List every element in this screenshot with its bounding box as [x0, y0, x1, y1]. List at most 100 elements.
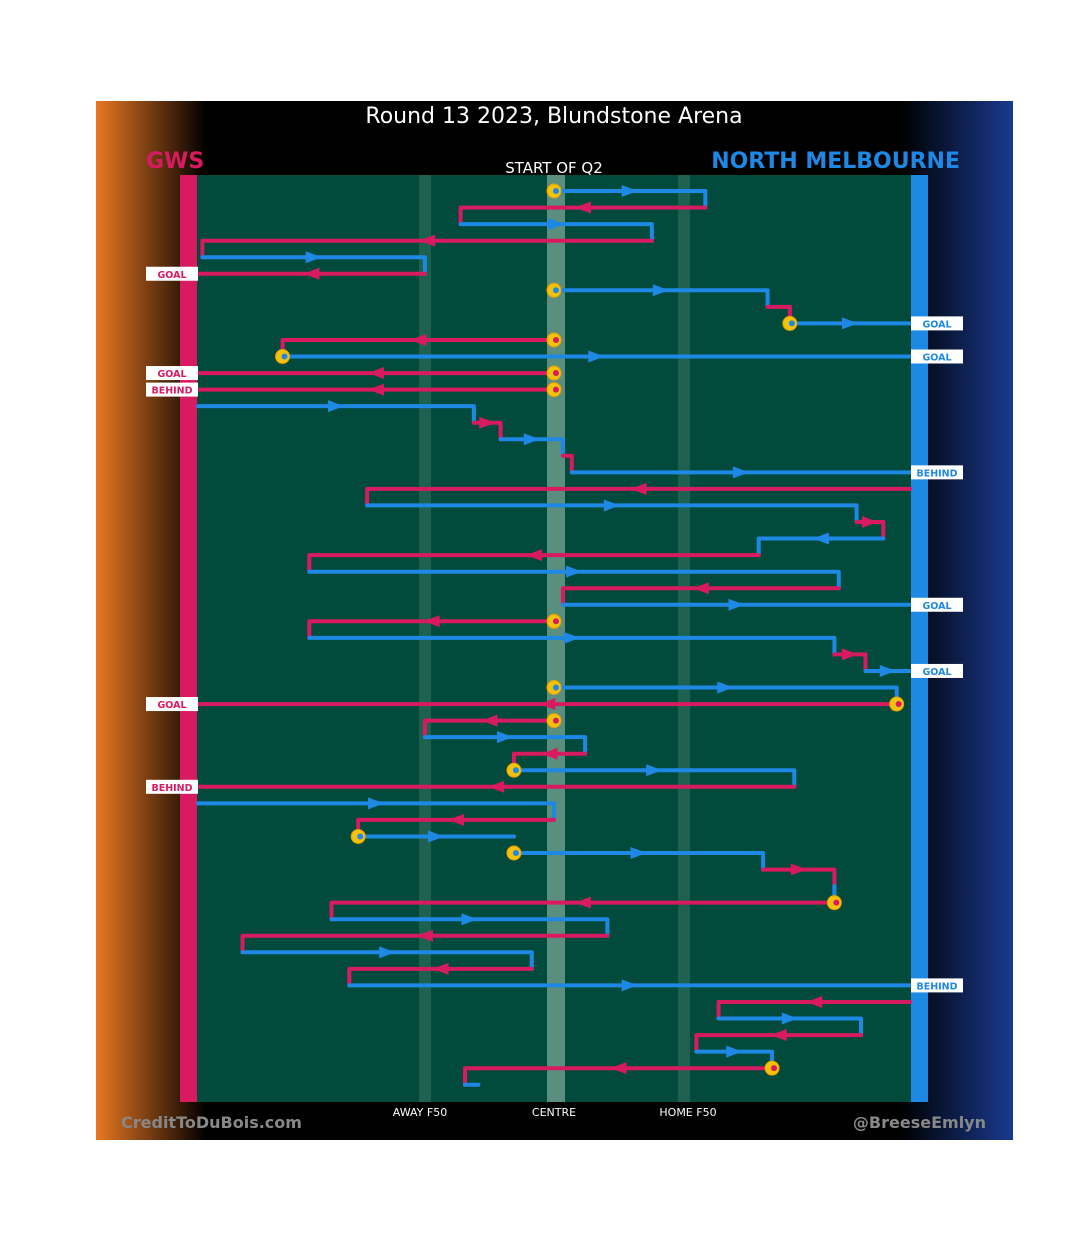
chain-path — [329, 900, 837, 922]
chain-path — [761, 867, 837, 889]
chain-path — [512, 768, 797, 789]
chain-arrow — [461, 913, 478, 926]
result-tag: GOAL — [146, 366, 198, 381]
chain-arrow — [419, 234, 436, 247]
ball-up-marker — [546, 713, 562, 729]
chain-path — [307, 553, 761, 574]
chain-arrow — [770, 1029, 787, 1042]
chain-arrow — [368, 797, 384, 810]
chain-path — [694, 1033, 863, 1054]
ball-up-marker — [782, 315, 798, 331]
chain-path — [240, 950, 534, 971]
chain-arrow — [481, 714, 498, 727]
ball-up-marker — [546, 282, 562, 298]
chain-arrow — [574, 896, 591, 909]
svg-text:GOAL: GOAL — [922, 667, 951, 678]
chain-arrow — [621, 185, 638, 197]
markers-layer — [275, 183, 905, 1076]
ball-up-marker — [826, 895, 842, 911]
chain-path — [240, 933, 610, 955]
chain-arrow — [621, 979, 638, 992]
chain-arrow — [305, 251, 322, 264]
ball-up-marker — [546, 365, 562, 381]
chain-path — [498, 437, 565, 458]
chain-arrow — [879, 664, 896, 677]
chain-path — [422, 718, 556, 740]
result-tag: GOAL — [911, 349, 963, 364]
ball-up-marker — [506, 845, 522, 861]
chain-path — [552, 288, 770, 309]
chain-arrow — [448, 813, 465, 826]
svg-text:GOAL: GOAL — [922, 319, 951, 330]
chart-title: Round 13 2023, Blundstone Arena — [365, 104, 742, 129]
chain-arrow — [479, 416, 496, 429]
chain-path — [552, 189, 708, 210]
chain-path — [196, 801, 556, 822]
chain-path — [307, 619, 556, 640]
north-goal-line — [911, 175, 928, 1102]
chain-arrow — [813, 532, 829, 545]
chain-arrow — [630, 482, 647, 495]
chain-arrow — [630, 847, 647, 859]
result-tag: BEHIND — [146, 779, 198, 794]
chain-arrow — [806, 995, 823, 1008]
chain-path — [422, 735, 588, 756]
chain-arrow — [368, 383, 384, 396]
chain-arrow — [610, 1062, 627, 1075]
result-tag: GOAL — [911, 316, 963, 331]
chain-arrow — [488, 780, 505, 793]
chain-arrow — [588, 350, 605, 363]
chain-arrow — [410, 333, 427, 346]
result-tag: GOAL — [146, 266, 198, 281]
svg-text:GOAL: GOAL — [157, 270, 186, 281]
svg-text:GOAL: GOAL — [157, 369, 186, 380]
ball-up-marker — [546, 680, 562, 695]
chain-arrow — [603, 499, 620, 512]
chain-path — [756, 536, 886, 558]
chain-path — [463, 1066, 774, 1087]
result-tag: GOAL — [911, 663, 963, 678]
ball-up-marker — [546, 183, 562, 199]
result-tag: BEHIND — [146, 382, 198, 397]
chain-path — [365, 503, 859, 524]
chart-subtitle: START OF Q2 — [505, 159, 603, 177]
chain-arrow — [303, 267, 320, 280]
chain-path — [307, 635, 837, 657]
ground-label-centre: CENTRE — [532, 1106, 576, 1119]
chain-path — [458, 222, 654, 243]
ball-up-marker — [350, 828, 366, 844]
svg-text:BEHIND: BEHIND — [151, 783, 192, 794]
gws-goal-line — [180, 175, 197, 1102]
result-tag: GOAL — [146, 697, 198, 712]
chain-path — [200, 255, 427, 276]
svg-text:BEHIND: BEHIND — [916, 468, 957, 479]
chain-arrow — [728, 598, 745, 611]
chain-arrow — [574, 201, 591, 214]
ball-up-marker — [275, 349, 291, 364]
chain-path — [365, 486, 912, 508]
chain-path — [196, 404, 476, 425]
chain-path — [307, 569, 841, 591]
right-team-name: NORTH MELBOURNE — [711, 149, 960, 174]
chain-arrow — [428, 830, 445, 843]
chain-arrow — [726, 1045, 743, 1058]
ball-up-marker — [546, 382, 562, 398]
chain-arrow — [563, 631, 580, 644]
svg-text:GOAL: GOAL — [922, 353, 951, 364]
chain-path — [560, 586, 841, 607]
chain-arrow — [327, 400, 344, 413]
credit-right: @BreeseEmlyn — [853, 1113, 986, 1132]
svg-text:GOAL: GOAL — [922, 601, 951, 612]
chain-arrow — [548, 218, 565, 231]
ball-up-marker — [546, 332, 562, 348]
chain-path — [716, 1000, 912, 1021]
credit-left: CreditToDuBois.com — [121, 1113, 302, 1132]
svg-text:BEHIND: BEHIND — [151, 386, 192, 397]
chain-arrow — [692, 582, 709, 595]
result-tag: BEHIND — [911, 465, 963, 480]
chains-layer — [196, 185, 912, 1087]
chain-arrow — [541, 747, 558, 760]
ball-up-marker — [546, 613, 562, 629]
chain-arrow — [566, 565, 583, 578]
